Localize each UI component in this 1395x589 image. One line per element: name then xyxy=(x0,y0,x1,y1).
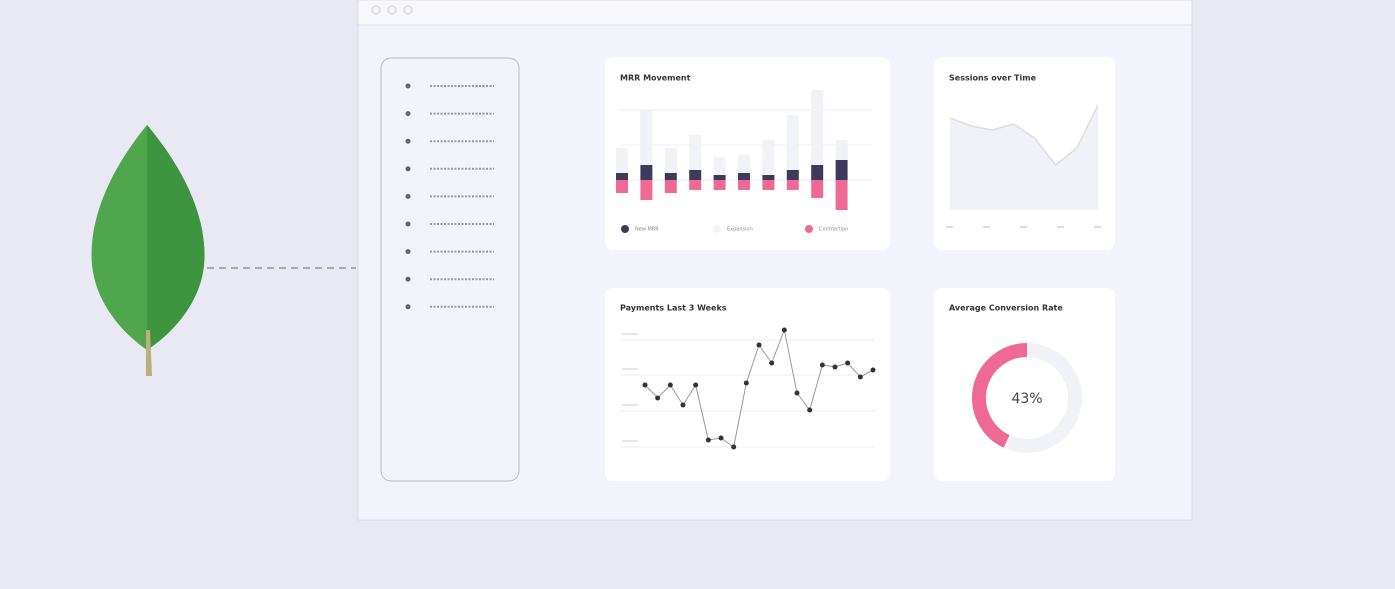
contraction-bar xyxy=(835,180,848,210)
menu-dot xyxy=(405,111,411,117)
donut-label: 43% xyxy=(1011,391,1042,407)
expansion-bar xyxy=(786,115,799,170)
contraction-bar xyxy=(811,180,824,198)
window-button xyxy=(403,5,413,15)
payment-point xyxy=(680,402,686,408)
window-button xyxy=(371,5,381,15)
card-title: Sessions over Time xyxy=(949,74,1037,83)
card-title: Payments Last 3 Weeks xyxy=(620,304,727,313)
legend-swatch xyxy=(713,225,721,233)
new-mrr-bar xyxy=(811,165,824,180)
expansion-bar xyxy=(689,135,702,170)
contraction-bar xyxy=(762,180,775,190)
menu-dot xyxy=(405,83,411,89)
sessions-area xyxy=(950,105,1098,210)
contraction-bar xyxy=(713,180,726,190)
expansion-bar xyxy=(738,155,750,173)
payment-point xyxy=(845,360,851,366)
new-mrr-bar xyxy=(738,173,750,180)
payment-point xyxy=(705,437,711,443)
payment-point xyxy=(781,327,787,333)
new-mrr-bar xyxy=(640,165,653,180)
window-button xyxy=(387,5,397,15)
contraction-bar xyxy=(689,180,702,190)
leaf-logo xyxy=(91,125,205,376)
payment-point xyxy=(667,382,673,388)
payment-point xyxy=(718,435,724,441)
new-mrr-bar xyxy=(616,173,628,180)
contraction-bar xyxy=(616,180,628,193)
payment-point xyxy=(832,364,838,370)
contraction-bar xyxy=(664,180,677,193)
new-mrr-bar xyxy=(664,173,677,180)
payment-point xyxy=(794,390,800,396)
payment-point xyxy=(655,395,661,401)
card xyxy=(934,288,1115,481)
payment-point xyxy=(870,367,876,373)
payment-point xyxy=(769,360,775,366)
payment-point xyxy=(693,382,699,388)
contraction-bar xyxy=(738,180,750,190)
legend-label: New MRR xyxy=(635,227,659,233)
payment-point xyxy=(819,362,825,368)
menu-dot xyxy=(405,138,411,144)
payment-point xyxy=(743,380,749,386)
menu-dot xyxy=(405,221,411,227)
expansion-bar xyxy=(835,140,848,160)
new-mrr-bar xyxy=(713,175,726,180)
payment-point xyxy=(807,407,813,413)
payment-point xyxy=(857,374,863,380)
sidebar-items xyxy=(405,83,494,310)
expansion-bar xyxy=(762,140,775,175)
menu-dot xyxy=(405,193,411,199)
donut-arc xyxy=(972,343,1028,448)
title-bar xyxy=(357,0,1193,26)
legend-label: Expansion xyxy=(727,227,753,233)
menu-dot xyxy=(405,304,411,310)
menu-dot xyxy=(405,166,411,172)
new-mrr-bar xyxy=(689,170,702,180)
expansion-bar xyxy=(616,148,628,173)
payment-point xyxy=(731,444,737,450)
sidebar xyxy=(380,57,520,482)
payment-point xyxy=(642,382,648,388)
expansion-bar xyxy=(664,148,677,173)
contraction-bar xyxy=(640,180,653,200)
menu-dot xyxy=(405,249,411,255)
expansion-bar xyxy=(811,90,824,165)
expansion-bar xyxy=(640,110,653,165)
sessions-line xyxy=(949,104,1099,167)
card-title: Average Conversion Rate xyxy=(949,304,1063,313)
payment-point xyxy=(756,342,762,348)
legend-swatch xyxy=(621,225,629,233)
menu-dot xyxy=(405,276,411,282)
legend-label: Contraction xyxy=(819,227,848,233)
expansion-bar xyxy=(713,157,726,175)
contraction-bar xyxy=(786,180,799,190)
new-mrr-bar xyxy=(786,170,799,180)
card-title: MRR Movement xyxy=(620,74,691,83)
legend-swatch xyxy=(805,225,813,233)
new-mrr-bar xyxy=(835,160,848,180)
new-mrr-bar xyxy=(762,175,775,180)
